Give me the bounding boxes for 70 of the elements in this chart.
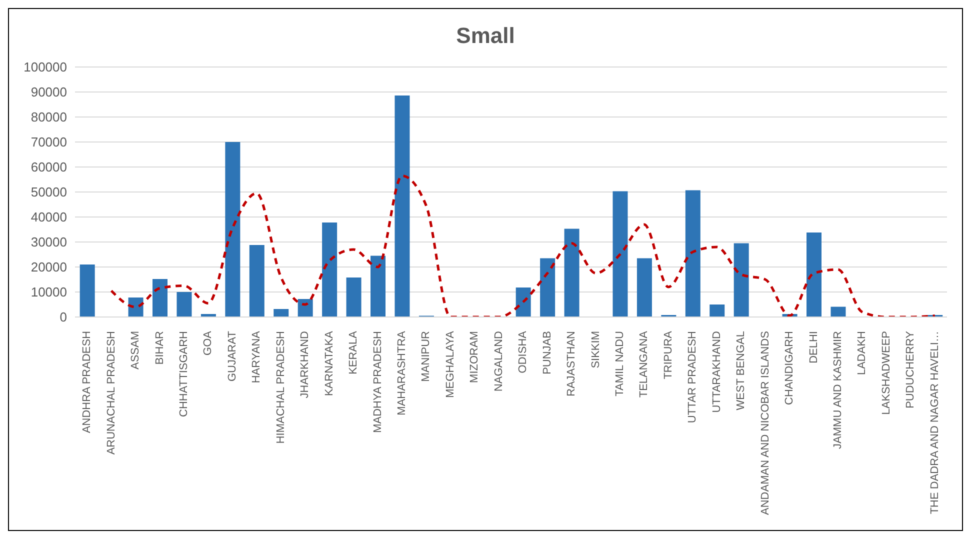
bar bbox=[249, 245, 264, 317]
bar bbox=[734, 243, 749, 317]
x-tick-label: GUJARAT bbox=[226, 330, 238, 382]
bar bbox=[516, 288, 531, 317]
x-tick-label: HARYANA bbox=[250, 330, 263, 384]
y-tick-label: 40000 bbox=[30, 210, 67, 225]
bar bbox=[322, 222, 338, 317]
bar bbox=[830, 306, 846, 317]
x-tick-label: PUDUCHERRY bbox=[904, 330, 917, 408]
x-tick-label: NAGALAND bbox=[492, 330, 505, 392]
y-tick-label: 100000 bbox=[24, 60, 67, 75]
bar bbox=[225, 142, 240, 317]
x-tick-label: ODISHA bbox=[517, 330, 530, 374]
bar bbox=[564, 228, 580, 317]
y-tick-label: 60000 bbox=[30, 160, 67, 175]
y-tick-label: 20000 bbox=[30, 260, 67, 275]
x-tick-label: WEST BENGAL bbox=[735, 331, 748, 410]
bar bbox=[274, 309, 289, 317]
y-tick-label: 80000 bbox=[30, 110, 67, 125]
bar bbox=[636, 258, 652, 317]
y-tick-label: 0 bbox=[60, 310, 67, 325]
bar bbox=[298, 299, 313, 317]
chart-title: Small bbox=[455, 22, 516, 50]
x-tick-label: TAMIL NADU bbox=[614, 330, 626, 396]
bar bbox=[612, 191, 628, 317]
x-tick-label: ASSAM bbox=[130, 331, 142, 370]
bar bbox=[346, 278, 362, 317]
x-tick-label: MIZORAM bbox=[468, 331, 481, 383]
x-tick-label: ARUNACHAL PRADESH bbox=[105, 330, 118, 455]
line-series bbox=[110, 174, 936, 317]
x-tick-label: TRIPURA bbox=[662, 330, 674, 380]
bar bbox=[540, 258, 556, 317]
bar bbox=[806, 232, 822, 317]
x-tick-label: CHHATTISGARH bbox=[178, 330, 190, 417]
x-tick-label: DELHI bbox=[808, 331, 820, 364]
bar bbox=[394, 96, 410, 317]
y-tick-label: 50000 bbox=[30, 184, 67, 200]
bar bbox=[176, 292, 192, 317]
y-tick-label: 90000 bbox=[30, 84, 67, 100]
x-tick-label: KERALA bbox=[348, 330, 360, 374]
bar bbox=[80, 264, 95, 317]
x-tick-label: HIMACHAL PRADESH bbox=[274, 330, 287, 444]
x-tick-label: KARNATAKA bbox=[323, 330, 336, 396]
y-tick-label: 70000 bbox=[30, 134, 67, 150]
x-tick-label: LAKSHADWEEP bbox=[880, 331, 892, 415]
y-tick-label: 10000 bbox=[30, 284, 67, 300]
x-tick-label: MANIPUR bbox=[420, 330, 432, 382]
x-tick-label: MAHARASHTRA bbox=[396, 330, 408, 416]
y-tick-label: 30000 bbox=[30, 234, 67, 250]
x-tick-label: MEGHALAYA bbox=[444, 330, 456, 398]
bar bbox=[370, 256, 386, 317]
x-tick-label: CHANDIGARH bbox=[784, 330, 796, 405]
bar bbox=[710, 304, 725, 317]
x-tick-label: SIKKIM bbox=[590, 331, 602, 368]
bar bbox=[152, 279, 168, 317]
x-tick-label: RAJASTHAN bbox=[566, 330, 578, 396]
x-tick-label: JAMMU AND KASHMIR bbox=[832, 330, 844, 449]
x-tick-label: ANDHRA PRADESH bbox=[81, 330, 94, 434]
x-tick-label: GOA bbox=[202, 330, 214, 356]
x-tick-label: ANDAMAN AND NICOBAR ISLANDS bbox=[759, 331, 772, 515]
x-tick-label: UTTARAKHAND bbox=[710, 330, 723, 413]
x-tick-label: MADHYA PRADESH bbox=[372, 330, 384, 433]
x-tick-label: LADAKH bbox=[856, 330, 868, 376]
bar bbox=[685, 190, 700, 317]
x-tick-label: UTTAR PRADESH bbox=[686, 330, 699, 424]
x-tick-label: JHARKHAND bbox=[299, 330, 312, 398]
x-tick-label: THE DADRA AND NAGAR HAVELI… bbox=[928, 331, 941, 514]
x-tick-label: BIHAR bbox=[154, 330, 166, 365]
x-tick-label: TELANGANA bbox=[638, 330, 650, 398]
x-tick-label: PUNJAB bbox=[541, 331, 554, 374]
